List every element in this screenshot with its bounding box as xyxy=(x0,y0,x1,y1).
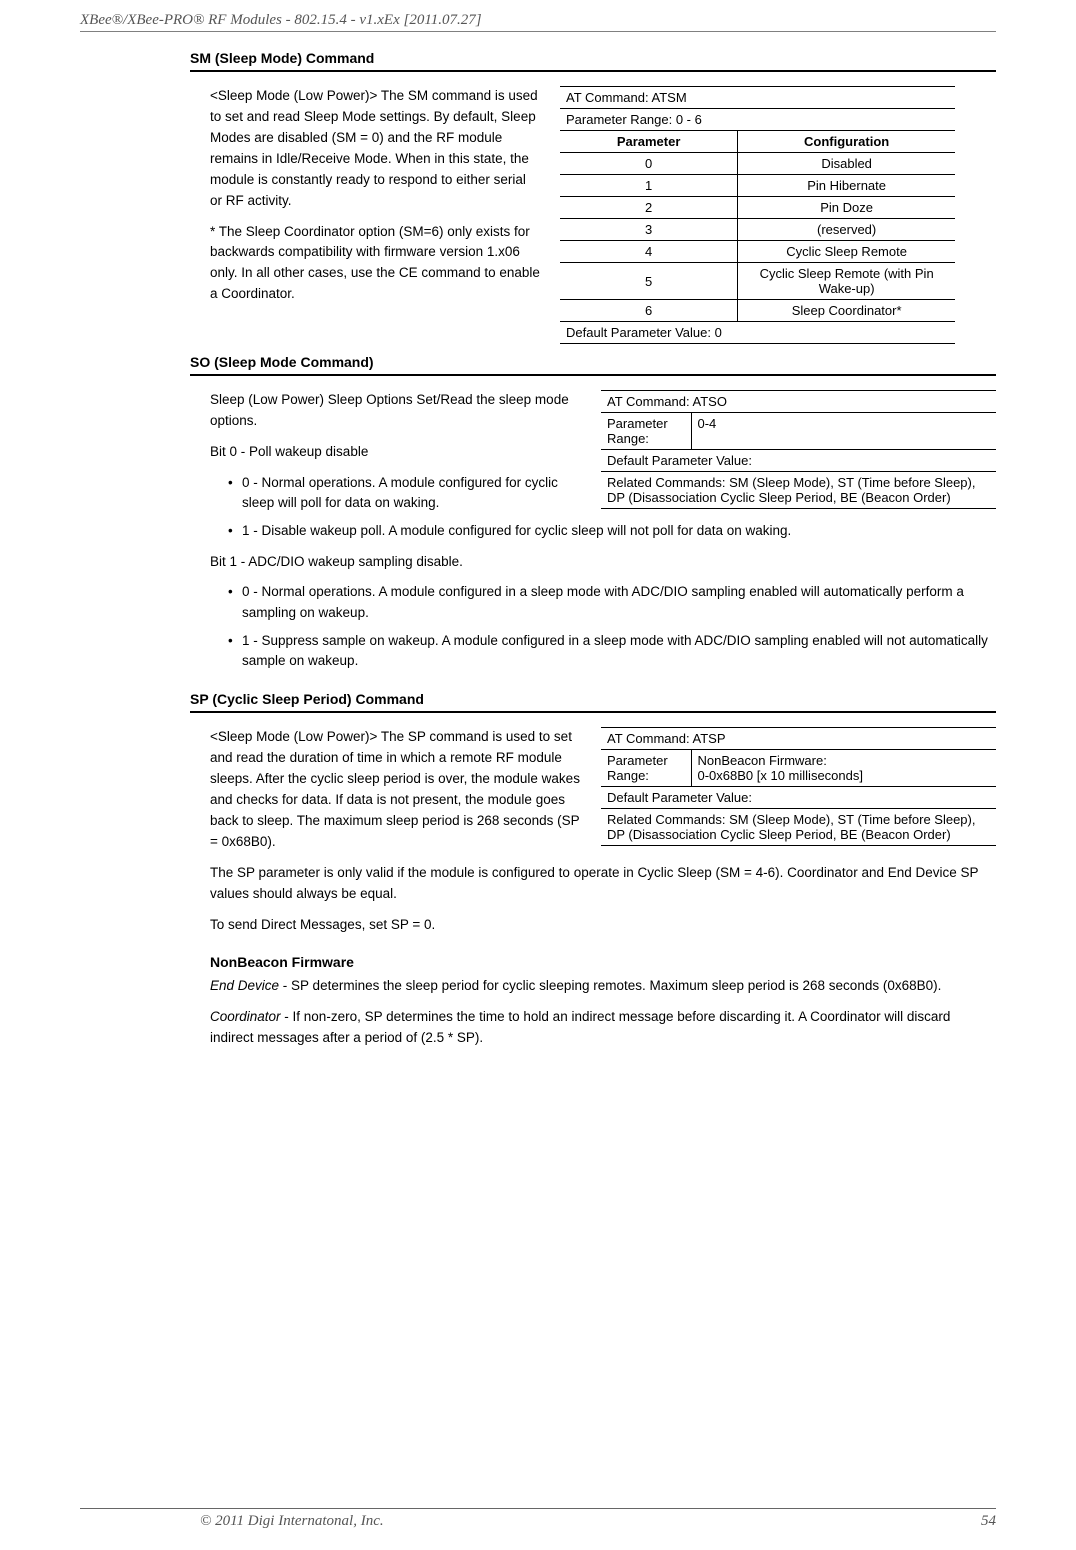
sp-body-2: The SP parameter is only valid if the mo… xyxy=(210,863,996,905)
sm-divider xyxy=(190,70,996,72)
sp-nb1: End Device - SP determines the sleep per… xyxy=(210,976,996,997)
sp-heading: SP (Cyclic Sleep Period) Command xyxy=(190,691,996,707)
header-rule xyxy=(80,31,996,32)
sm-row-c: Pin Doze xyxy=(738,197,955,219)
sp-nb2-text: - If non-zero, SP determines the time to… xyxy=(210,1009,950,1045)
sp-range-val: NonBeacon Firmware: 0-0x68B0 [x 10 milli… xyxy=(691,750,996,787)
sm-row-c: Cyclic Sleep Remote xyxy=(738,241,955,263)
sm-row-p: 2 xyxy=(560,197,738,219)
list-item: 1 - Suppress sample on wakeup. A module … xyxy=(228,631,996,672)
so-bullets-1: 0 - Normal operations. A module configur… xyxy=(210,473,996,542)
list-item: 1 - Disable wakeup poll. A module config… xyxy=(228,521,996,541)
sp-body-3: To send Direct Messages, set SP = 0. xyxy=(210,915,996,936)
sm-row-c: Disabled xyxy=(738,153,955,175)
sm-body-2: * The Sleep Coordinator option (SM=6) on… xyxy=(210,222,540,306)
sm-at-cmd: AT Command: ATSM xyxy=(560,87,955,109)
sp-divider xyxy=(190,711,996,713)
sm-info-table: AT Command: ATSM Parameter Range: 0 - 6 xyxy=(560,86,955,131)
sm-row-c: Cyclic Sleep Remote (with Pin Wake-up) xyxy=(738,263,955,300)
sp-nb2-label: Coordinator xyxy=(210,1009,281,1024)
sm-row-c: (reserved) xyxy=(738,219,955,241)
sm-row-p: 4 xyxy=(560,241,738,263)
doc-header-title: XBee®/XBee-PRO® RF Modules - 802.15.4 - … xyxy=(80,0,996,31)
sp-range-label: Parameter Range: xyxy=(601,750,691,787)
sm-param-table: Parameter Configuration 0Disabled 1Pin H… xyxy=(560,130,955,322)
sp-default: Default Parameter Value: xyxy=(601,787,996,809)
sp-nb2: Coordinator - If non-zero, SP determines… xyxy=(210,1007,996,1049)
sp-at-cmd: AT Command: ATSP xyxy=(601,728,996,750)
sp-nb1-text: - SP determines the sleep period for cyc… xyxy=(279,978,941,993)
list-item: 0 - Normal operations. A module configur… xyxy=(228,582,996,623)
sm-row-p: 5 xyxy=(560,263,738,300)
footer-rule xyxy=(80,1508,996,1509)
sm-default: Default Parameter Value: 0 xyxy=(560,322,955,344)
so-divider xyxy=(190,374,996,376)
sp-nb-heading: NonBeacon Firmware xyxy=(210,954,996,970)
so-at-cmd: AT Command: ATSO xyxy=(601,391,996,413)
sm-body-1: <Sleep Mode (Low Power)> The SM command … xyxy=(210,86,540,212)
sp-nb1-label: End Device xyxy=(210,978,279,993)
sm-row-p: 3 xyxy=(560,219,738,241)
sm-default-table: Default Parameter Value: 0 xyxy=(560,321,955,344)
so-default: Default Parameter Value: xyxy=(601,450,996,472)
footer-page-number: 54 xyxy=(981,1513,996,1530)
so-body-3: Bit 1 - ADC/DIO wakeup sampling disable. xyxy=(210,552,996,573)
page-footer: © 2011 Digi Internatonal, Inc. 54 xyxy=(80,1508,996,1530)
so-range-val: 0-4 xyxy=(691,413,996,450)
sm-row-p: 0 xyxy=(560,153,738,175)
so-heading: SO (Sleep Mode Command) xyxy=(190,354,996,370)
sm-row-c: Sleep Coordinator* xyxy=(738,300,955,322)
sm-th-param: Parameter xyxy=(560,131,738,153)
sp-info-table: AT Command: ATSP Parameter Range: NonBea… xyxy=(601,727,996,846)
sm-row-p: 6 xyxy=(560,300,738,322)
so-range-label: Parameter Range: xyxy=(601,413,691,450)
footer-copyright: © 2011 Digi Internatonal, Inc. xyxy=(200,1513,384,1530)
sm-row-c: Pin Hibernate xyxy=(738,175,955,197)
so-bullets-2: 0 - Normal operations. A module configur… xyxy=(210,582,996,671)
sm-row-p: 1 xyxy=(560,175,738,197)
sp-related: Related Commands: SM (Sleep Mode), ST (T… xyxy=(601,809,996,846)
sm-heading: SM (Sleep Mode) Command xyxy=(190,50,996,66)
sm-param-range: Parameter Range: 0 - 6 xyxy=(560,109,955,131)
list-item: 0 - Normal operations. A module configur… xyxy=(228,473,996,514)
sm-th-config: Configuration xyxy=(738,131,955,153)
